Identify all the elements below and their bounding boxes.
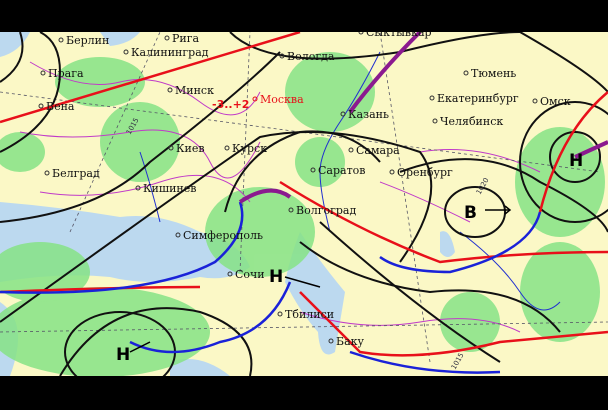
city-marker (123, 49, 129, 55)
city-label: Тбилиси (285, 308, 334, 321)
city-label: Рига (172, 32, 199, 45)
city-marker (348, 147, 354, 153)
city-label: Прага (48, 67, 84, 80)
warm-front (279, 180, 608, 264)
city-label: Сочи (235, 268, 265, 281)
occluded-front (574, 140, 608, 159)
pressure-center-label: H (569, 151, 583, 171)
temperature-label: -3..+2 (212, 98, 249, 111)
city-marker (164, 35, 170, 41)
city-label: Самара (356, 144, 400, 157)
pressure-center-label: B (464, 203, 477, 223)
city-label: Курск (232, 142, 267, 155)
warm-front (299, 291, 608, 357)
warm-front (538, 91, 608, 213)
cold-front (0, 201, 244, 294)
city-label: Тюмень (471, 67, 516, 80)
city-label: Омск (540, 95, 571, 108)
city-marker (168, 145, 174, 151)
city-label: Екатеринбург (437, 92, 519, 105)
city-marker (389, 169, 395, 175)
city-marker (227, 271, 233, 277)
city-label: Калининград (131, 46, 209, 59)
city-marker (340, 111, 346, 117)
pressure-center-label: H (269, 267, 283, 287)
city-marker (38, 103, 44, 109)
occluded-front (238, 188, 292, 204)
city-label: Вена (46, 100, 75, 113)
city-label: Волгоград (296, 204, 356, 217)
rivers (139, 51, 561, 311)
city-marker (252, 96, 258, 102)
city-label: Баку (336, 335, 365, 348)
city-marker (224, 145, 230, 151)
city-label: Симферополь (183, 229, 263, 242)
city-label: Сыктывкар (366, 32, 432, 39)
city-marker (310, 167, 316, 173)
city-marker (277, 311, 283, 317)
warm-front (0, 32, 301, 124)
city-marker (40, 70, 46, 76)
city-label: Кишинев (143, 182, 196, 195)
city-marker (463, 70, 469, 76)
city-label: Саратов (318, 164, 365, 177)
cold-front (379, 211, 542, 274)
cold-front (129, 281, 292, 354)
city-label: Киев (176, 142, 205, 155)
city-label: Белград (52, 167, 100, 180)
cold-front (349, 350, 501, 374)
city-marker (532, 98, 538, 104)
city-label: Казань (348, 108, 389, 121)
city-marker (175, 232, 181, 238)
city-marker (429, 95, 435, 101)
city-label: Оренбург (397, 166, 453, 179)
city-label: Вологда (287, 50, 335, 63)
city-label: Москва (260, 93, 304, 106)
centers-arrows (129, 205, 512, 353)
city-label: Минск (175, 84, 214, 97)
city-marker (167, 87, 173, 93)
city-marker (432, 118, 438, 124)
fronts (0, 32, 608, 374)
city-label: Челябинск (440, 115, 503, 128)
city-marker (358, 32, 364, 35)
city-marker (328, 338, 334, 344)
city-marker (58, 37, 64, 43)
city-marker (288, 207, 294, 213)
pressure-center-label: H (116, 345, 130, 365)
occluded-front (348, 32, 422, 114)
city-marker (135, 185, 141, 191)
city-marker (44, 170, 50, 176)
city-label: Берлин (66, 34, 109, 47)
borders (19, 61, 541, 333)
city-marker (279, 53, 285, 59)
